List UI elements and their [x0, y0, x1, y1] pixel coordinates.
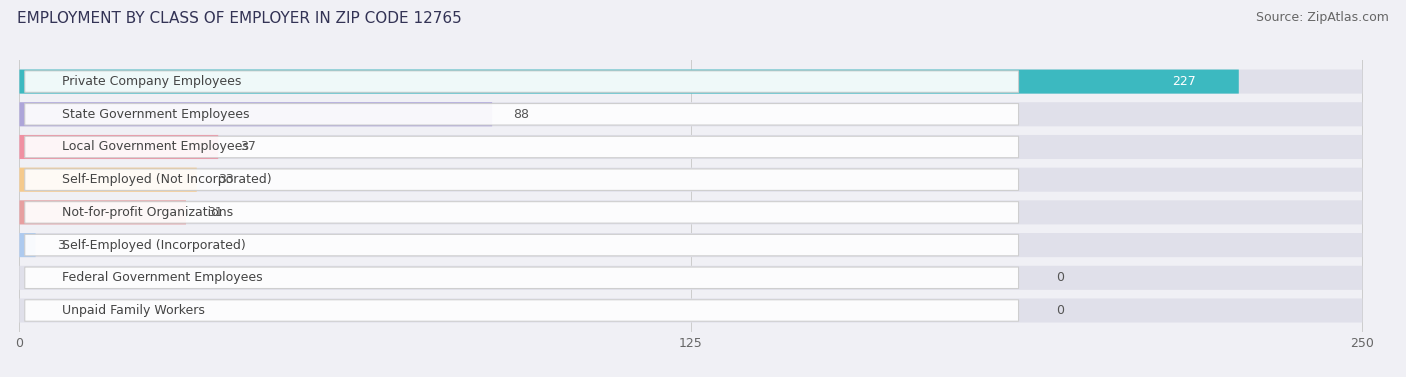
- FancyBboxPatch shape: [25, 267, 1018, 288]
- FancyBboxPatch shape: [25, 169, 1018, 190]
- FancyBboxPatch shape: [20, 69, 1239, 93]
- FancyBboxPatch shape: [25, 136, 1018, 158]
- Text: 227: 227: [1173, 75, 1195, 88]
- FancyBboxPatch shape: [25, 300, 1018, 321]
- Text: 0: 0: [1056, 304, 1064, 317]
- FancyBboxPatch shape: [20, 200, 1362, 224]
- Text: Not-for-profit Organizations: Not-for-profit Organizations: [62, 206, 233, 219]
- Text: Unpaid Family Workers: Unpaid Family Workers: [62, 304, 205, 317]
- FancyBboxPatch shape: [20, 135, 1362, 159]
- Text: 88: 88: [513, 108, 530, 121]
- FancyBboxPatch shape: [20, 200, 186, 224]
- Text: 3: 3: [58, 239, 65, 251]
- FancyBboxPatch shape: [20, 168, 197, 192]
- FancyBboxPatch shape: [20, 135, 218, 159]
- FancyBboxPatch shape: [20, 233, 1362, 257]
- Text: State Government Employees: State Government Employees: [62, 108, 250, 121]
- Text: Self-Employed (Incorporated): Self-Employed (Incorporated): [62, 239, 246, 251]
- Text: Self-Employed (Not Incorporated): Self-Employed (Not Incorporated): [62, 173, 271, 186]
- FancyBboxPatch shape: [20, 299, 1362, 323]
- Text: Federal Government Employees: Federal Government Employees: [62, 271, 263, 284]
- FancyBboxPatch shape: [25, 71, 1018, 92]
- Text: 37: 37: [239, 141, 256, 153]
- Text: EMPLOYMENT BY CLASS OF EMPLOYER IN ZIP CODE 12765: EMPLOYMENT BY CLASS OF EMPLOYER IN ZIP C…: [17, 11, 461, 26]
- FancyBboxPatch shape: [20, 69, 1362, 93]
- FancyBboxPatch shape: [20, 168, 1362, 192]
- FancyBboxPatch shape: [20, 102, 492, 126]
- Text: Local Government Employees: Local Government Employees: [62, 141, 249, 153]
- FancyBboxPatch shape: [25, 104, 1018, 125]
- FancyBboxPatch shape: [25, 234, 1018, 256]
- Text: Source: ZipAtlas.com: Source: ZipAtlas.com: [1256, 11, 1389, 24]
- FancyBboxPatch shape: [25, 202, 1018, 223]
- Text: 31: 31: [208, 206, 224, 219]
- FancyBboxPatch shape: [20, 233, 35, 257]
- FancyBboxPatch shape: [20, 102, 1362, 126]
- Text: 0: 0: [1056, 271, 1064, 284]
- FancyBboxPatch shape: [20, 266, 1362, 290]
- Text: Private Company Employees: Private Company Employees: [62, 75, 242, 88]
- Text: 33: 33: [218, 173, 233, 186]
